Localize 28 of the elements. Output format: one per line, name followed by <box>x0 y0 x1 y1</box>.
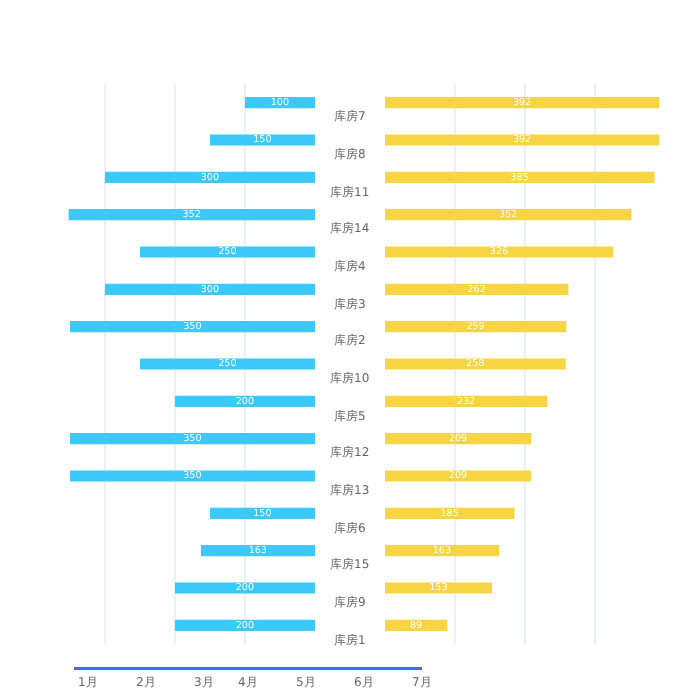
bar <box>385 582 493 594</box>
bar <box>200 545 315 557</box>
bar <box>385 358 566 370</box>
bar <box>70 433 315 445</box>
bar <box>140 358 315 370</box>
bar <box>385 470 532 482</box>
bar <box>105 283 315 295</box>
bar <box>385 97 660 109</box>
bar <box>210 507 315 519</box>
bar <box>385 321 567 333</box>
bar <box>385 507 515 519</box>
bar <box>175 619 315 631</box>
bar <box>385 545 500 557</box>
bar <box>385 171 655 183</box>
bar <box>385 395 548 407</box>
bar <box>175 582 315 594</box>
bar <box>70 470 315 482</box>
bar <box>385 209 632 221</box>
bar <box>385 433 532 445</box>
bar <box>385 134 660 146</box>
bar <box>105 171 315 183</box>
bar <box>385 246 614 258</box>
bar <box>140 246 315 258</box>
bar <box>68 209 315 221</box>
bar <box>175 395 315 407</box>
bar <box>210 134 315 146</box>
bar <box>70 321 315 333</box>
bar <box>385 283 569 295</box>
